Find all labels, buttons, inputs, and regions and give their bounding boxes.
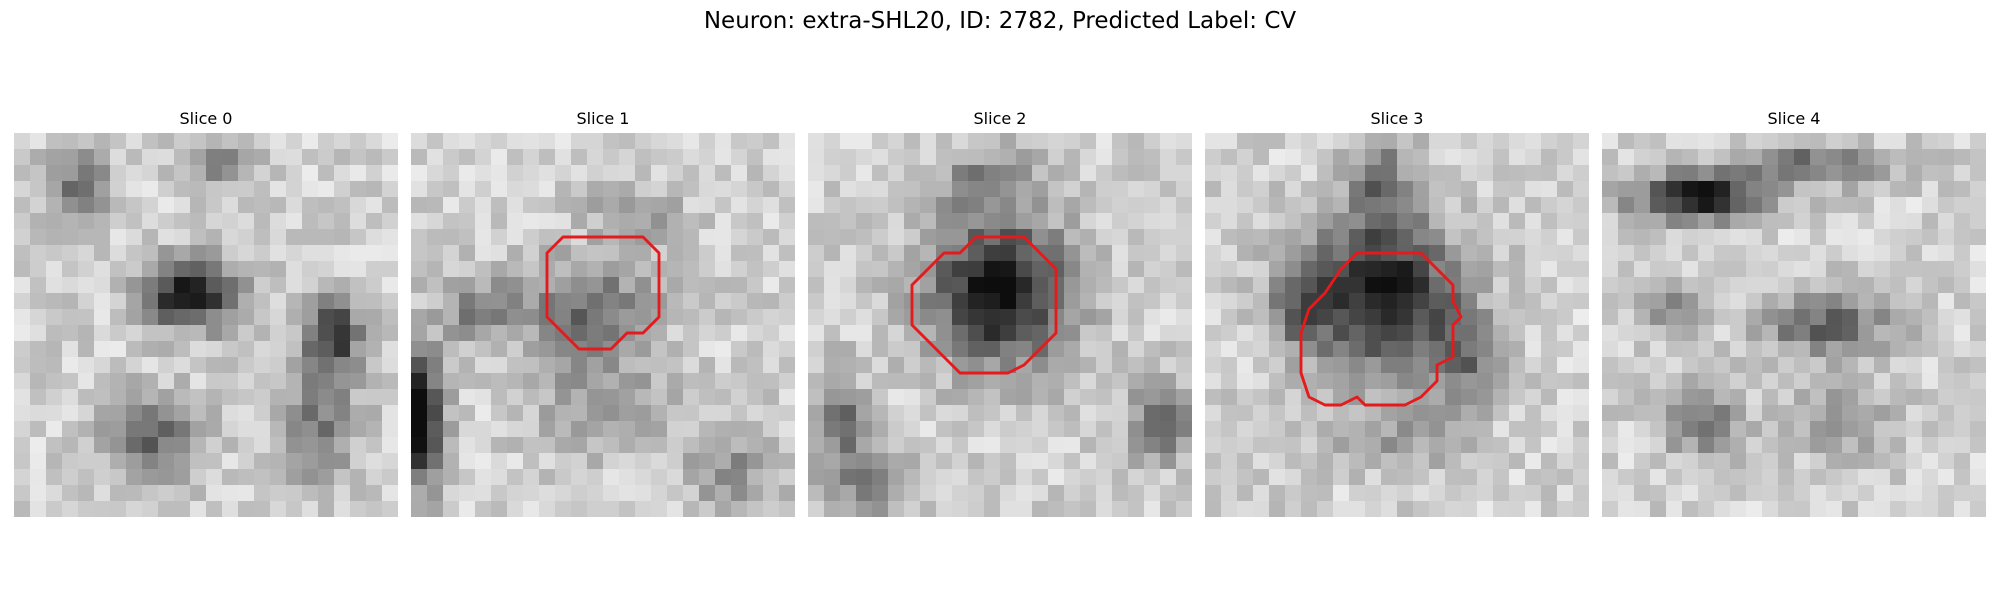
slice-label-3: Slice 3 [1370,109,1424,128]
slice-label-1: Slice 1 [576,109,630,128]
roi-contour-3 [1299,251,1463,407]
slice-image-2 [808,133,1192,517]
slice-label-2: Slice 2 [973,109,1027,128]
slice-image-0 [14,133,398,517]
figure-title: Neuron: extra-SHL20, ID: 2782, Predicted… [703,8,1297,34]
slice-image-3 [1205,133,1589,517]
slice-label-4: Slice 4 [1767,109,1821,128]
slice-label-0: Slice 0 [179,109,233,128]
slice-image-1 [411,133,795,517]
slice-image-4 [1602,133,1986,517]
roi-contour-2 [910,235,1058,375]
roi-contour-1 [545,235,661,351]
